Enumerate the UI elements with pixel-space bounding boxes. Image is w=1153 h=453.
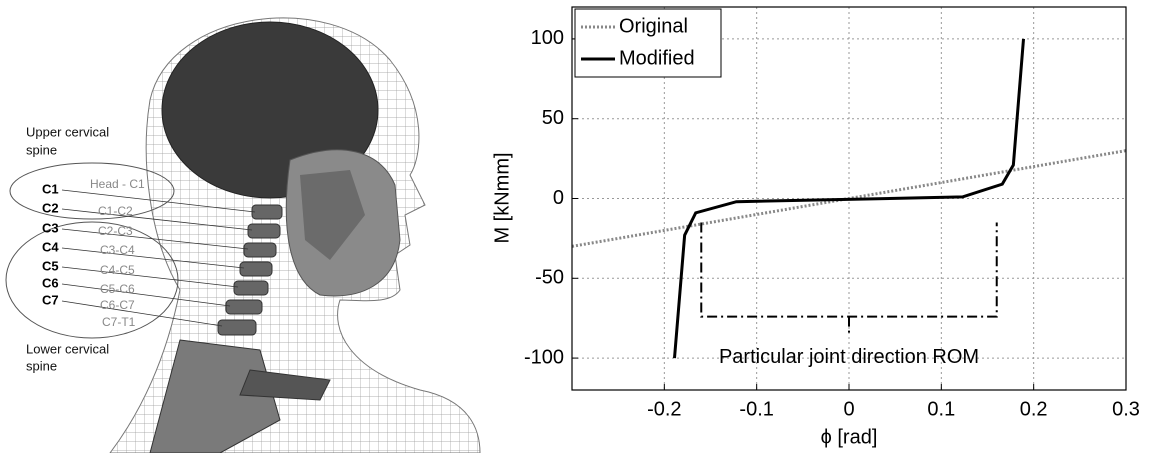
- x-axis-label: ϕ [rad]: [821, 426, 878, 448]
- upper-group-ellipse: [9, 162, 175, 220]
- legend-label: Original: [619, 15, 688, 37]
- vertebra-label: C7: [42, 292, 59, 307]
- lower-label: Lower cervical: [26, 341, 109, 356]
- y-tick-label: 50: [542, 107, 564, 129]
- joint-label: C7-T1: [102, 315, 136, 329]
- legend-label: Modified: [619, 47, 695, 69]
- upper-label: Upper cervical: [26, 124, 109, 139]
- neck-model-illustration: Upper cervical spine Lower cervical spin…: [5, 17, 481, 453]
- joint-label: C4-C5: [100, 263, 135, 277]
- face-shading: [300, 170, 365, 260]
- vertebra-label: C3: [42, 220, 59, 235]
- vertebra-label: C6: [42, 275, 59, 290]
- x-tick-label: 0.1: [927, 398, 955, 420]
- x-tick-label: 0: [843, 398, 854, 420]
- y-tick-label: -50: [535, 267, 564, 289]
- x-tick-label: -0.1: [739, 398, 773, 420]
- y-tick-label: 100: [531, 27, 564, 49]
- joint-label: C1-C2: [98, 204, 133, 218]
- joint-label: C5-C6: [100, 282, 135, 296]
- annotation-bracket: [700, 222, 998, 333]
- spine: [149, 204, 331, 453]
- plot-frame: [571, 6, 1127, 391]
- joint-label: C2-C3: [98, 224, 133, 238]
- vertebra-label: C1: [42, 181, 59, 196]
- joint-label: Head - C1: [90, 177, 145, 191]
- vertebra-label: C5: [42, 258, 59, 273]
- y-tick-label: -100: [524, 346, 564, 368]
- y-tick-label: 0: [553, 187, 564, 209]
- annotation-text: Particular joint direction ROM: [719, 346, 979, 368]
- x-tick-label: 0.3: [1112, 398, 1140, 420]
- y-axis-label: M [kNmm]: [491, 152, 513, 243]
- x-tick-label: -0.2: [647, 398, 681, 420]
- series-line: [672, 38, 1026, 359]
- upper-label: spine: [26, 142, 57, 157]
- x-tick-label: 0.2: [1020, 398, 1048, 420]
- lower-label: spine: [26, 358, 57, 373]
- leader-lines: [61, 189, 256, 327]
- legend-box: [574, 8, 722, 78]
- joint-label: C3-C4: [100, 243, 135, 257]
- vertebra-label: C4: [42, 239, 59, 254]
- vertebra-label: C2: [42, 200, 59, 215]
- joint-label: C6-C7: [100, 298, 135, 312]
